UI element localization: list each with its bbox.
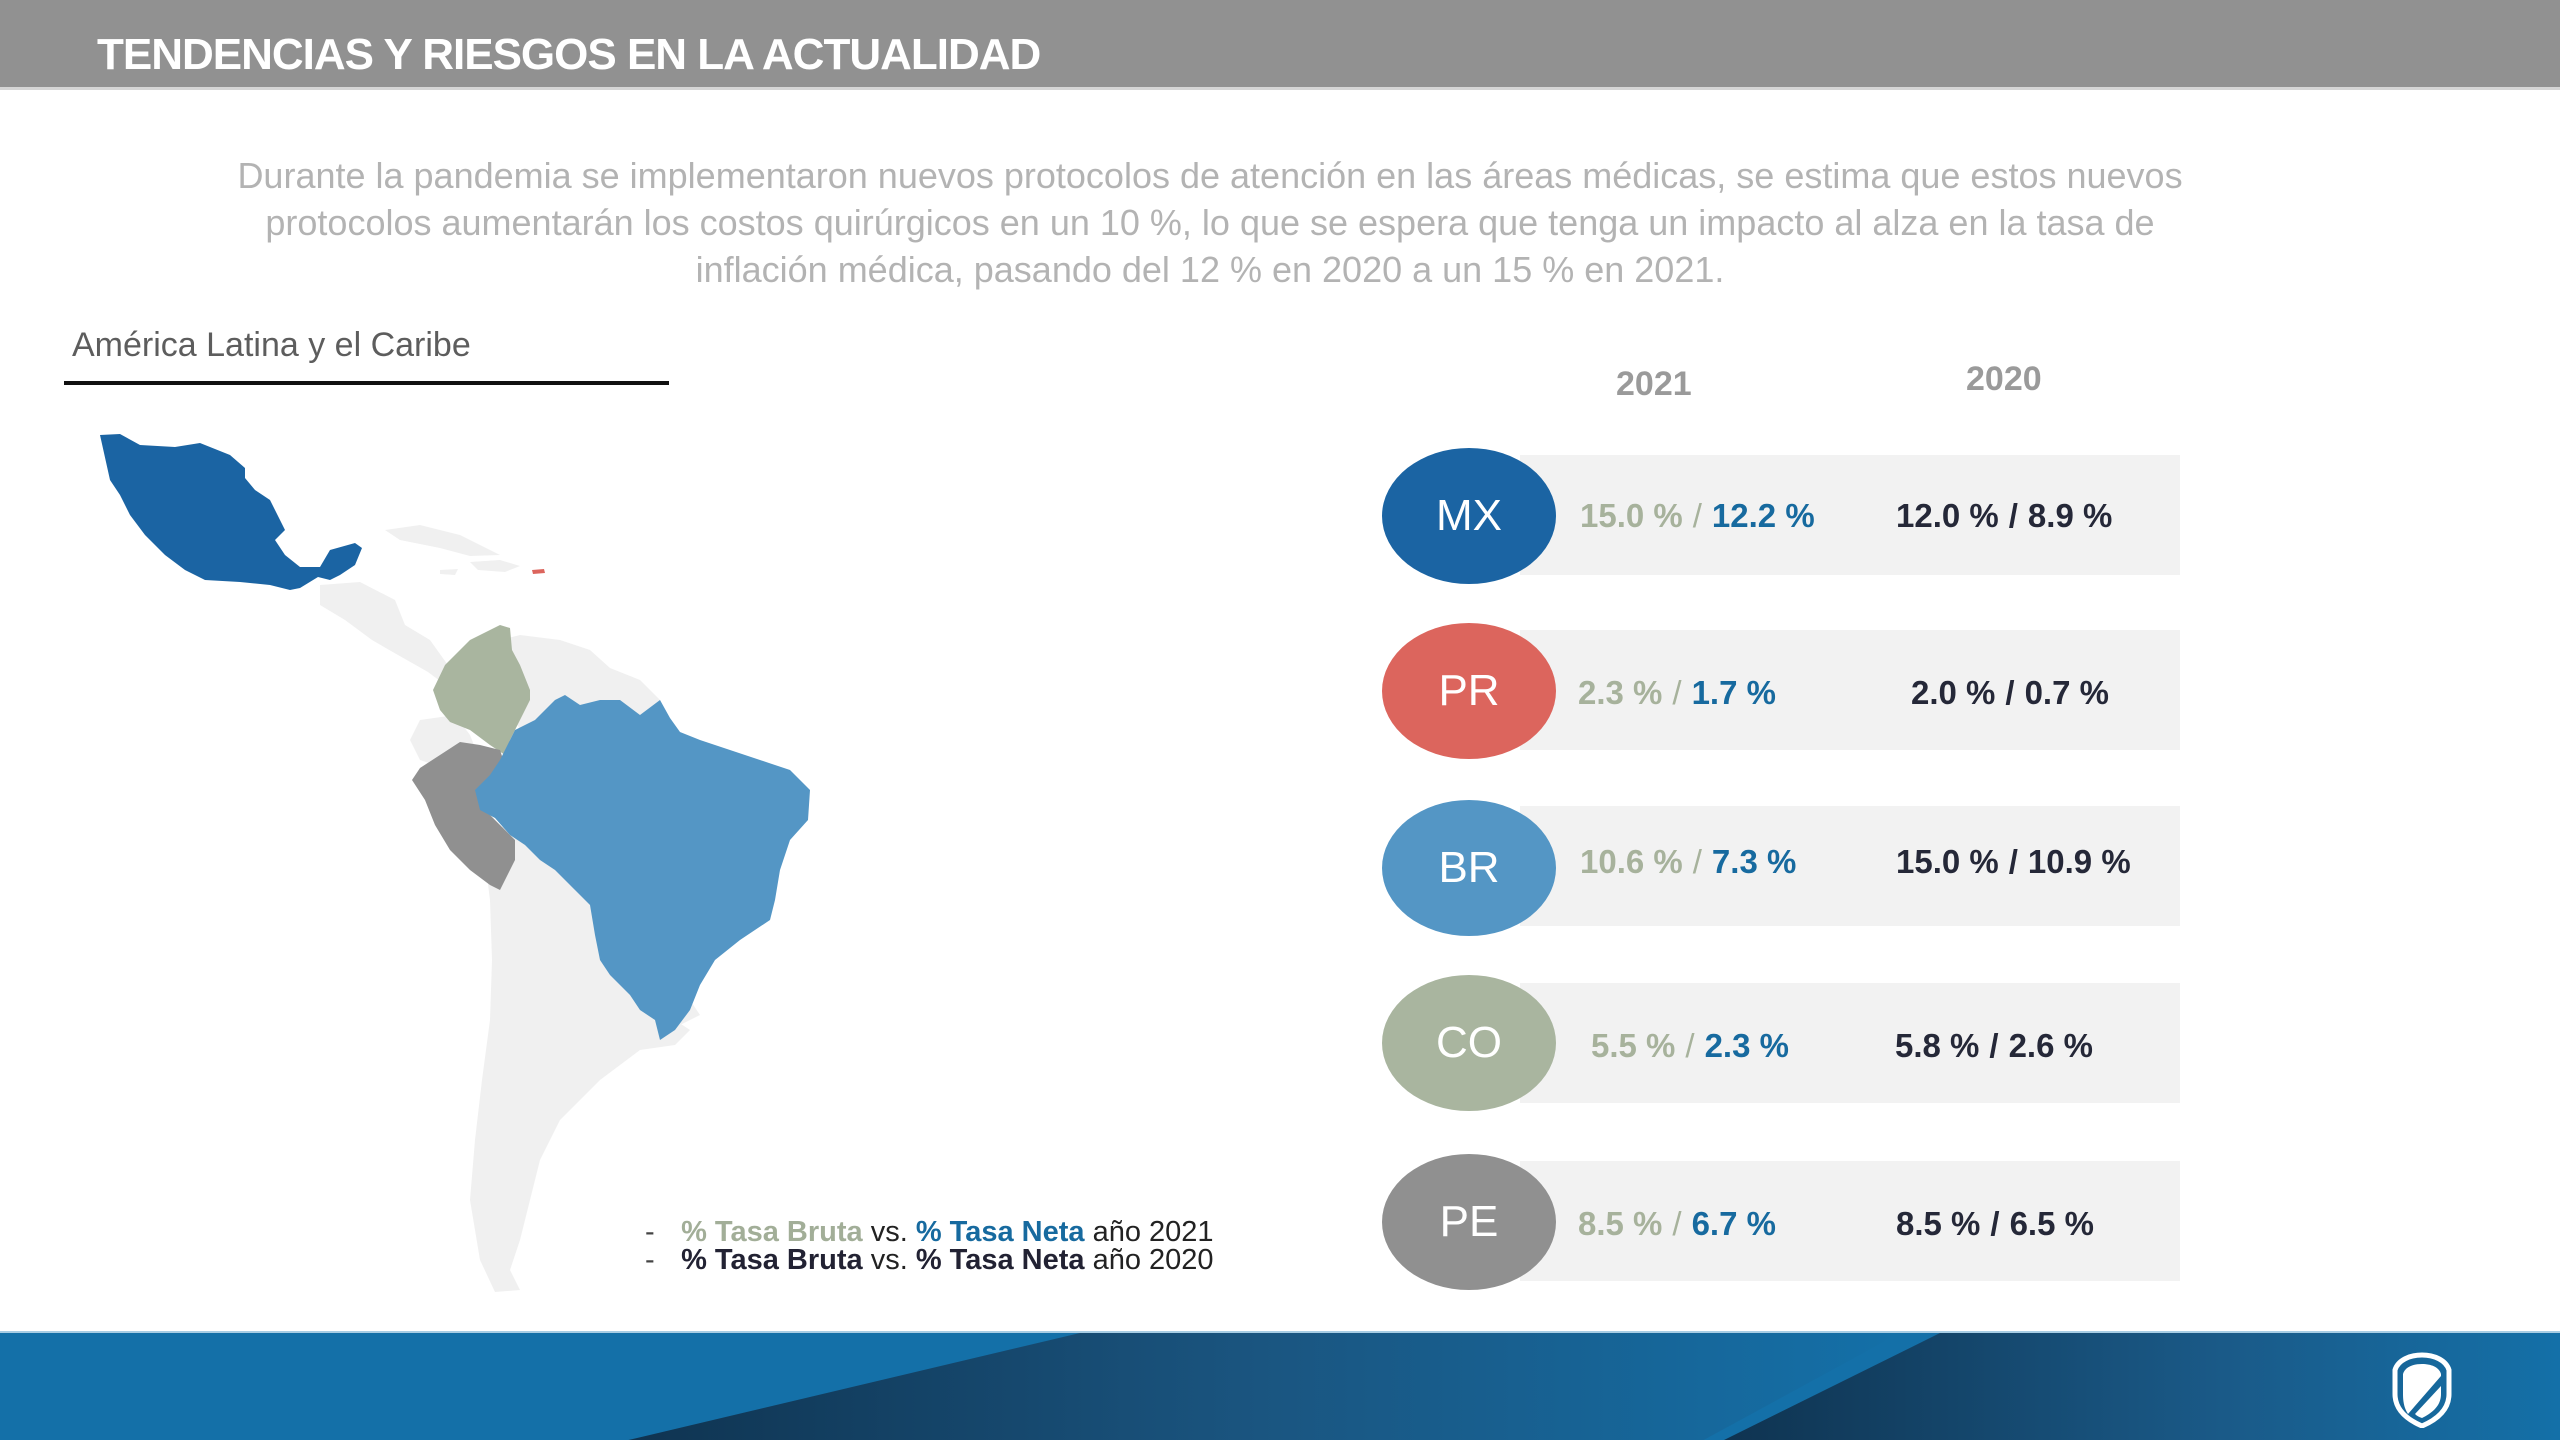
bruta-2020: 8.5 % bbox=[1896, 1205, 1981, 1242]
legend-bruta-2020: % Tasa Bruta bbox=[681, 1244, 863, 1276]
bruta-2021: 5.5 % bbox=[1591, 1027, 1676, 1064]
region-title: América Latina y el Caribe bbox=[72, 326, 471, 364]
values-2021-co: 5.5 %/2.3 % bbox=[1591, 1027, 1789, 1065]
shield-slash-icon bbox=[2392, 1352, 2452, 1428]
bruta-2021: 2.3 % bbox=[1578, 674, 1663, 711]
separator: / bbox=[1672, 1205, 1682, 1242]
separator: / bbox=[2008, 843, 2018, 880]
values-2020-pe: 8.5 %/6.5 % bbox=[1896, 1205, 2094, 1243]
values-2020-br: 15.0 %/10.9 % bbox=[1896, 843, 2131, 881]
neta-2020: 0.7 % bbox=[2024, 674, 2109, 711]
country-code: BR bbox=[1438, 843, 1500, 892]
values-2021-br: 10.6 %/7.3 % bbox=[1580, 843, 1796, 881]
bruta-2020: 15.0 % bbox=[1896, 843, 1999, 880]
neta-2020: 6.5 % bbox=[2009, 1205, 2094, 1242]
legend-bruta-2021: % Tasa Bruta bbox=[681, 1216, 863, 1248]
map-cuba bbox=[385, 525, 500, 556]
neta-2021: 6.7 % bbox=[1691, 1205, 1776, 1242]
separator: / bbox=[1692, 497, 1702, 534]
region-title-underline bbox=[64, 381, 669, 385]
neta-2021: 1.7 % bbox=[1691, 674, 1776, 711]
country-code: PE bbox=[1439, 1197, 1499, 1246]
map-central-america bbox=[320, 582, 470, 690]
country-row-pr bbox=[1520, 630, 2180, 750]
legend-dash: - bbox=[645, 1244, 655, 1276]
footer-decoration bbox=[628, 1333, 2560, 1440]
legend-row-2021: - % Tasa Bruta vs. % Tasa Neta año 2021 bbox=[645, 1216, 1214, 1248]
country-badge-mx: MX bbox=[1382, 448, 1556, 584]
country-badge-pe: PE bbox=[1382, 1154, 1556, 1290]
neta-2020: 10.9 % bbox=[2027, 843, 2131, 880]
country-row-mx bbox=[1520, 455, 2180, 575]
country-code: MX bbox=[1436, 491, 1502, 540]
legend-vs: vs. bbox=[870, 1216, 908, 1248]
legend-row-2020: - % Tasa Bruta vs. % Tasa Neta año 2020 bbox=[645, 1244, 1214, 1276]
separator: / bbox=[1990, 1205, 2000, 1242]
column-header-2021: 2021 bbox=[1616, 365, 1692, 403]
legend-vs: vs. bbox=[870, 1244, 908, 1276]
map-hispaniola bbox=[470, 560, 520, 572]
country-row-pe bbox=[1520, 1161, 2180, 1281]
country-badge-pr: PR bbox=[1382, 623, 1556, 759]
legend: - % Tasa Bruta vs. % Tasa Neta año 2021 … bbox=[645, 1216, 1214, 1276]
column-header-2020: 2020 bbox=[1966, 360, 2042, 398]
map-brazil bbox=[475, 695, 810, 1040]
neta-2020: 2.6 % bbox=[2008, 1027, 2093, 1064]
separator: / bbox=[2005, 674, 2015, 711]
map-puerto-rico bbox=[532, 569, 545, 574]
latin-america-map bbox=[100, 434, 810, 1292]
country-code: CO bbox=[1436, 1018, 1502, 1067]
neta-2021: 7.3 % bbox=[1711, 843, 1797, 880]
country-badge-br: BR bbox=[1382, 800, 1556, 936]
values-2020-pr: 2.0 %/0.7 % bbox=[1911, 674, 2109, 712]
intro-paragraph: Durante la pandemia se implementaron nue… bbox=[237, 155, 2183, 290]
legend-dash: - bbox=[645, 1216, 655, 1248]
bruta-2021: 8.5 % bbox=[1578, 1205, 1663, 1242]
separator: / bbox=[1672, 674, 1682, 711]
legend-neta-2021: % Tasa Neta bbox=[915, 1216, 1085, 1248]
values-2021-pe: 8.5 %/6.7 % bbox=[1578, 1205, 1776, 1243]
legend-neta-2020: % Tasa Neta bbox=[915, 1244, 1085, 1276]
values-2021-mx: 15.0 %/12.2 % bbox=[1580, 497, 1815, 535]
separator: / bbox=[2008, 497, 2018, 534]
neta-2021: 12.2 % bbox=[1711, 497, 1815, 534]
legend-year-2021: año 2021 bbox=[1092, 1216, 1214, 1248]
separator: / bbox=[1685, 1027, 1695, 1064]
legend-year-2020: año 2020 bbox=[1092, 1244, 1214, 1276]
footer-band bbox=[0, 1331, 2560, 1440]
values-2021-pr: 2.3 %/1.7 % bbox=[1578, 674, 1776, 712]
country-row-co bbox=[1520, 983, 2180, 1103]
page-title: TENDENCIAS Y RIESGOS EN LA ACTUALIDAD bbox=[97, 30, 1041, 79]
neta-2020: 8.9 % bbox=[2027, 497, 2113, 534]
bruta-2021: 10.6 % bbox=[1580, 843, 1683, 880]
neta-2021: 2.3 % bbox=[1704, 1027, 1789, 1064]
separator: / bbox=[1989, 1027, 1999, 1064]
map-jamaica bbox=[440, 569, 458, 575]
map-mexico bbox=[100, 434, 362, 590]
map-south-america-other bbox=[410, 635, 700, 1292]
country-row-br bbox=[1520, 806, 2180, 926]
bruta-2020: 5.8 % bbox=[1895, 1027, 1980, 1064]
bruta-2020: 12.0 % bbox=[1896, 497, 1999, 534]
header-bar: TENDENCIAS Y RIESGOS EN LA ACTUALIDAD bbox=[0, 0, 2560, 90]
country-badge-co: CO bbox=[1382, 975, 1556, 1111]
map-colombia bbox=[433, 625, 530, 755]
values-2020-co: 5.8 %/2.6 % bbox=[1895, 1027, 2093, 1065]
values-2020-mx: 12.0 %/8.9 % bbox=[1896, 497, 2112, 535]
bruta-2020: 2.0 % bbox=[1911, 674, 1996, 711]
country-code: PR bbox=[1438, 666, 1500, 715]
bruta-2021: 15.0 % bbox=[1580, 497, 1683, 534]
separator: / bbox=[1692, 843, 1702, 880]
